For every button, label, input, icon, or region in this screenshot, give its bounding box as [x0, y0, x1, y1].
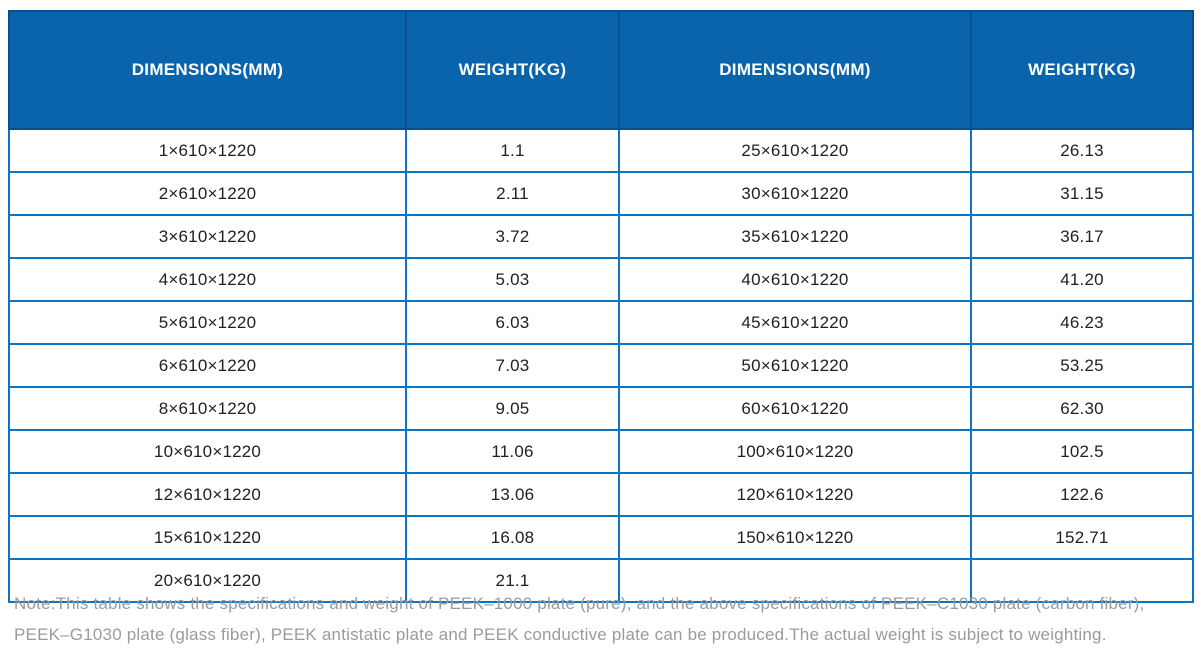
table-cell: 2×610×1220	[8, 171, 407, 216]
table-cell: 7.03	[405, 343, 620, 388]
table-cell: 5×610×1220	[8, 300, 407, 345]
table-cell: 21.1	[405, 558, 620, 603]
table-cell: 11.06	[405, 429, 620, 474]
table-row: 6×610×1220 7.03 50×610×1220 53.25	[8, 343, 1194, 388]
table-row: 4×610×1220 5.03 40×610×1220 41.20	[8, 257, 1194, 302]
table-cell: 31.15	[970, 171, 1194, 216]
table-cell: 1×610×1220	[8, 128, 407, 173]
table-cell: 3×610×1220	[8, 214, 407, 259]
table-cell: 13.06	[405, 472, 620, 517]
table-cell: 40×610×1220	[618, 257, 972, 302]
table-cell: 16.08	[405, 515, 620, 560]
table-cell: 8×610×1220	[8, 386, 407, 431]
table-header-row: DIMENSIONS(MM) WEIGHT(KG) DIMENSIONS(MM)…	[8, 10, 1194, 130]
note-text: Note:This table shows the specifications…	[14, 588, 1144, 648]
table-cell: 25×610×1220	[618, 128, 972, 173]
table-row: 15×610×1220 16.08 150×610×1220 152.71	[8, 515, 1194, 560]
header-weight-right: WEIGHT(KG)	[970, 10, 1194, 130]
table-cell: 6×610×1220	[8, 343, 407, 388]
table-cell: 9.05	[405, 386, 620, 431]
note-line-1: Note:This table shows the specifications…	[14, 594, 1145, 613]
table-cell: 15×610×1220	[8, 515, 407, 560]
table-row: 12×610×1220 13.06 120×610×1220 122.6	[8, 472, 1194, 517]
table-cell: 45×610×1220	[618, 300, 972, 345]
table-cell: 46.23	[970, 300, 1194, 345]
table-cell: 53.25	[970, 343, 1194, 388]
table-cell: 62.30	[970, 386, 1194, 431]
table-row: 5×610×1220 6.03 45×610×1220 46.23	[8, 300, 1194, 345]
table-cell: 3.72	[405, 214, 620, 259]
table-cell: 6.03	[405, 300, 620, 345]
header-dimensions-left: DIMENSIONS(MM)	[8, 10, 407, 130]
table-cell: 50×610×1220	[618, 343, 972, 388]
table-cell: 102.5	[970, 429, 1194, 474]
table-cell: 122.6	[970, 472, 1194, 517]
table-cell: 35×610×1220	[618, 214, 972, 259]
table-cell	[970, 558, 1194, 603]
table-cell: 120×610×1220	[618, 472, 972, 517]
table-cell: 10×610×1220	[8, 429, 407, 474]
table-row: 10×610×1220 11.06 100×610×1220 102.5	[8, 429, 1194, 474]
header-dimensions-right: DIMENSIONS(MM)	[618, 10, 972, 130]
table-row: 8×610×1220 9.05 60×610×1220 62.30	[8, 386, 1194, 431]
table-cell: 12×610×1220	[8, 472, 407, 517]
table-row: 2×610×1220 2.11 30×610×1220 31.15	[8, 171, 1194, 216]
table-cell: 36.17	[970, 214, 1194, 259]
table-body: 1×610×1220 1.1 25×610×1220 26.13 2×610×1220 2…	[8, 128, 1194, 603]
table-cell: 20×610×1220	[8, 558, 407, 603]
table-cell: 5.03	[405, 257, 620, 302]
table-cell: 30×610×1220	[618, 171, 972, 216]
table-cell: 26.13	[970, 128, 1194, 173]
table-cell: 60×610×1220	[618, 386, 972, 431]
table-cell: 2.11	[405, 171, 620, 216]
table-row: 3×610×1220 3.72 35×610×1220 36.17	[8, 214, 1194, 259]
table-cell: 41.20	[970, 257, 1194, 302]
table-header: DIMENSIONS(MM) WEIGHT(KG) DIMENSIONS(MM)…	[8, 10, 1194, 130]
table-row: 20×610×1220 21.1	[8, 558, 1194, 603]
table-cell: 150×610×1220	[618, 515, 972, 560]
note-line-2: PEEK–G1030 plate (glass fiber), PEEK ant…	[14, 625, 1107, 644]
spec-table: DIMENSIONS(MM) WEIGHT(KG) DIMENSIONS(MM)…	[8, 10, 1194, 603]
header-weight-left: WEIGHT(KG)	[405, 10, 620, 130]
table-cell: 152.71	[970, 515, 1194, 560]
table-cell: 100×610×1220	[618, 429, 972, 474]
table-row: 1×610×1220 1.1 25×610×1220 26.13	[8, 128, 1194, 173]
table-cell: 1.1	[405, 128, 620, 173]
table-cell: 4×610×1220	[8, 257, 407, 302]
table-cell	[618, 558, 972, 603]
